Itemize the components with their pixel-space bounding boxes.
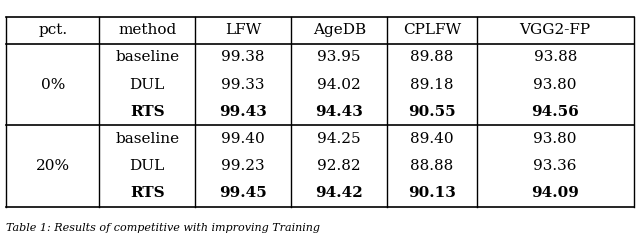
Text: 89.40: 89.40 [410,132,454,146]
Text: VGG2-FP: VGG2-FP [520,23,591,37]
Text: 94.02: 94.02 [317,78,361,92]
Text: 89.88: 89.88 [410,50,454,64]
Text: baseline: baseline [115,132,179,146]
Text: 93.80: 93.80 [534,132,577,146]
Text: 99.38: 99.38 [221,50,265,64]
Text: 94.56: 94.56 [531,105,579,119]
Text: DUL: DUL [129,78,165,92]
Text: 90.13: 90.13 [408,186,456,200]
Text: 94.09: 94.09 [531,186,579,200]
Text: RTS: RTS [130,186,164,200]
Text: 0%: 0% [40,78,65,92]
Text: 92.82: 92.82 [317,159,361,173]
Text: 99.43: 99.43 [220,105,267,119]
Text: 89.18: 89.18 [410,78,454,92]
Text: 99.45: 99.45 [220,186,267,200]
Text: method: method [118,23,177,37]
Text: LFW: LFW [225,23,261,37]
Text: 20%: 20% [36,159,70,173]
Text: 94.42: 94.42 [316,186,363,200]
Text: 88.88: 88.88 [410,159,454,173]
Text: RTS: RTS [130,105,164,119]
Text: 94.25: 94.25 [317,132,361,146]
Text: baseline: baseline [115,50,179,64]
Text: 94.43: 94.43 [316,105,363,119]
Text: pct.: pct. [38,23,67,37]
Text: 99.33: 99.33 [221,78,265,92]
Text: 93.95: 93.95 [317,50,361,64]
Text: 99.23: 99.23 [221,159,265,173]
Text: 90.55: 90.55 [408,105,456,119]
Text: DUL: DUL [129,159,165,173]
Text: 93.36: 93.36 [534,159,577,173]
Text: 93.88: 93.88 [534,50,577,64]
Text: 93.80: 93.80 [534,78,577,92]
Text: 99.40: 99.40 [221,132,265,146]
Text: CPLFW: CPLFW [403,23,461,37]
Text: Table 1: Results of competitive with improving Training: Table 1: Results of competitive with imp… [6,223,321,233]
Text: AgeDB: AgeDB [312,23,366,37]
